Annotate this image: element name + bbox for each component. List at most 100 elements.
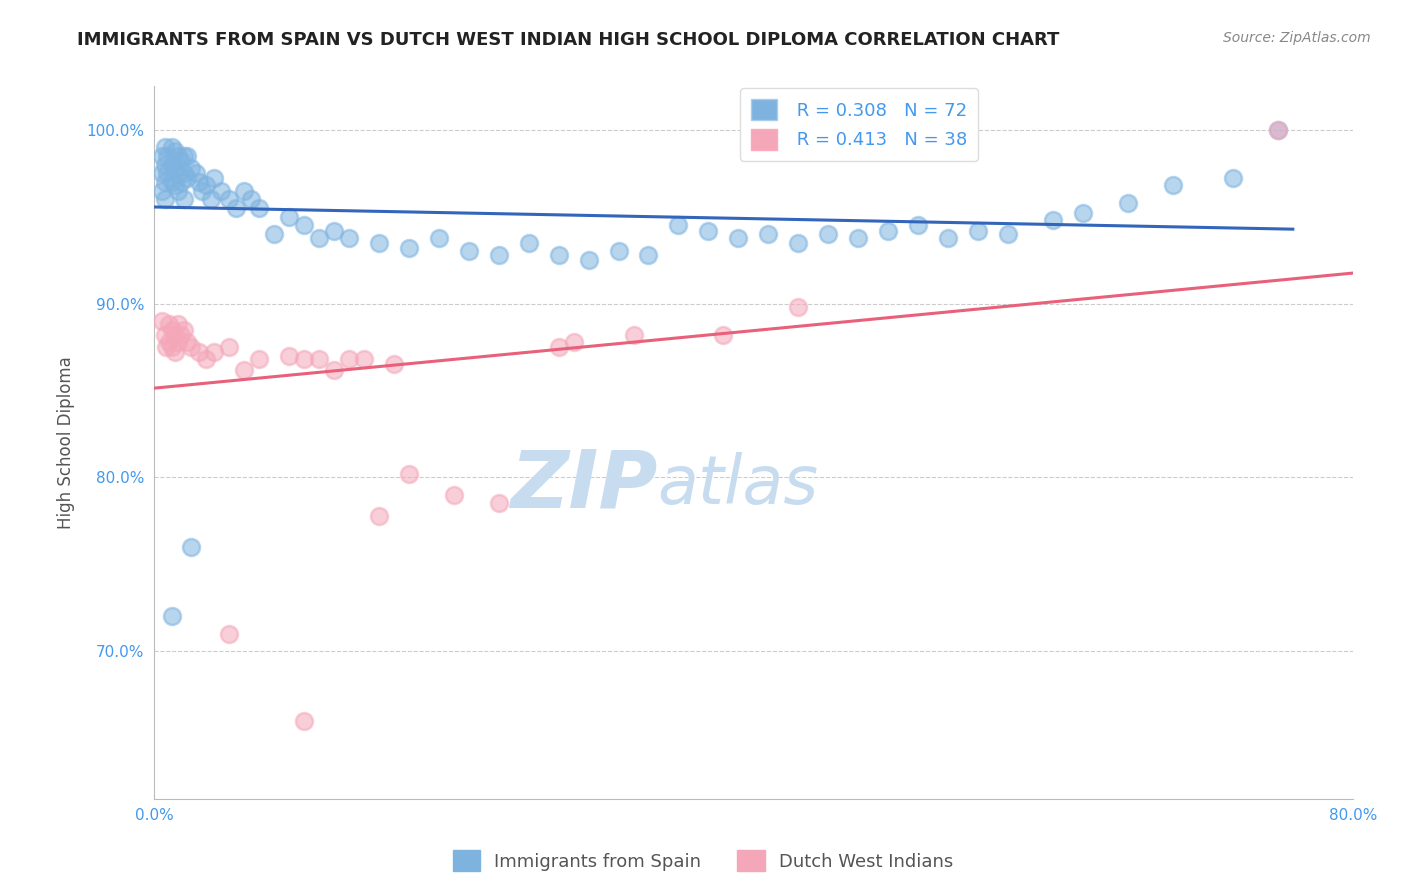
Point bbox=[188, 345, 211, 359]
Y-axis label: High School Diploma: High School Diploma bbox=[58, 356, 75, 529]
Point bbox=[160, 157, 183, 171]
Point bbox=[562, 334, 585, 349]
Point bbox=[167, 166, 190, 180]
Point bbox=[292, 352, 315, 367]
Point bbox=[195, 178, 218, 193]
Point bbox=[163, 144, 186, 158]
Point bbox=[367, 235, 389, 250]
Point bbox=[382, 357, 405, 371]
Point bbox=[163, 161, 186, 175]
Point bbox=[488, 496, 510, 510]
Point bbox=[191, 184, 214, 198]
Point bbox=[209, 184, 232, 198]
Point bbox=[170, 327, 193, 342]
Point bbox=[547, 340, 569, 354]
Point bbox=[1116, 195, 1139, 210]
Point bbox=[195, 352, 218, 367]
Legend:  R = 0.308   N = 72,  R = 0.413   N = 38: R = 0.308 N = 72, R = 0.413 N = 38 bbox=[741, 88, 979, 161]
Point bbox=[292, 714, 315, 728]
Point bbox=[225, 201, 247, 215]
Text: IMMIGRANTS FROM SPAIN VS DUTCH WEST INDIAN HIGH SCHOOL DIPLOMA CORRELATION CHART: IMMIGRANTS FROM SPAIN VS DUTCH WEST INDI… bbox=[77, 31, 1060, 49]
Legend: Immigrants from Spain, Dutch West Indians: Immigrants from Spain, Dutch West Indian… bbox=[446, 843, 960, 879]
Point bbox=[337, 230, 360, 244]
Point bbox=[153, 157, 176, 171]
Point bbox=[176, 149, 198, 163]
Point bbox=[457, 244, 479, 259]
Point bbox=[202, 345, 225, 359]
Point bbox=[907, 219, 929, 233]
Point bbox=[353, 352, 375, 367]
Point bbox=[176, 171, 198, 186]
Point bbox=[232, 184, 254, 198]
Point bbox=[277, 210, 299, 224]
Point bbox=[157, 318, 180, 332]
Point bbox=[153, 140, 176, 154]
Point bbox=[150, 149, 173, 163]
Point bbox=[1042, 213, 1064, 227]
Text: atlas: atlas bbox=[658, 452, 818, 518]
Point bbox=[180, 540, 202, 554]
Point bbox=[218, 192, 240, 206]
Point bbox=[156, 149, 179, 163]
Point bbox=[247, 201, 270, 215]
Point bbox=[846, 230, 869, 244]
Point bbox=[607, 244, 630, 259]
Point bbox=[517, 235, 540, 250]
Point bbox=[173, 323, 195, 337]
Text: ZIP: ZIP bbox=[510, 446, 658, 524]
Point bbox=[160, 323, 183, 337]
Point bbox=[150, 314, 173, 328]
Point bbox=[263, 227, 285, 241]
Point bbox=[367, 508, 389, 523]
Point bbox=[240, 192, 263, 206]
Point bbox=[176, 334, 198, 349]
Point bbox=[1222, 171, 1244, 186]
Point bbox=[727, 230, 749, 244]
Point bbox=[787, 235, 810, 250]
Point bbox=[160, 140, 183, 154]
Point bbox=[180, 340, 202, 354]
Point bbox=[153, 192, 176, 206]
Point bbox=[697, 223, 720, 237]
Point bbox=[668, 219, 690, 233]
Point bbox=[160, 609, 183, 624]
Point bbox=[997, 227, 1019, 241]
Point bbox=[756, 227, 779, 241]
Point bbox=[150, 166, 173, 180]
Point bbox=[157, 334, 180, 349]
Point bbox=[247, 352, 270, 367]
Point bbox=[170, 175, 193, 189]
Point bbox=[427, 230, 450, 244]
Point bbox=[218, 340, 240, 354]
Text: Source: ZipAtlas.com: Source: ZipAtlas.com bbox=[1223, 31, 1371, 45]
Point bbox=[163, 178, 186, 193]
Point bbox=[160, 175, 183, 189]
Point bbox=[967, 223, 990, 237]
Point bbox=[308, 230, 330, 244]
Point bbox=[547, 248, 569, 262]
Point bbox=[167, 318, 190, 332]
Point bbox=[488, 248, 510, 262]
Point bbox=[173, 166, 195, 180]
Point bbox=[337, 352, 360, 367]
Point bbox=[188, 175, 211, 189]
Point bbox=[292, 219, 315, 233]
Point bbox=[322, 223, 344, 237]
Point bbox=[936, 230, 959, 244]
Point bbox=[173, 192, 195, 206]
Point bbox=[167, 184, 190, 198]
Point bbox=[623, 327, 645, 342]
Point bbox=[163, 327, 186, 342]
Point bbox=[200, 192, 222, 206]
Point bbox=[232, 362, 254, 376]
Point bbox=[202, 171, 225, 186]
Point bbox=[167, 149, 190, 163]
Point bbox=[156, 166, 179, 180]
Point bbox=[1267, 123, 1289, 137]
Point bbox=[163, 345, 186, 359]
Point bbox=[155, 340, 177, 354]
Point bbox=[578, 253, 600, 268]
Point bbox=[1071, 206, 1094, 220]
Point bbox=[150, 184, 173, 198]
Point bbox=[167, 334, 190, 349]
